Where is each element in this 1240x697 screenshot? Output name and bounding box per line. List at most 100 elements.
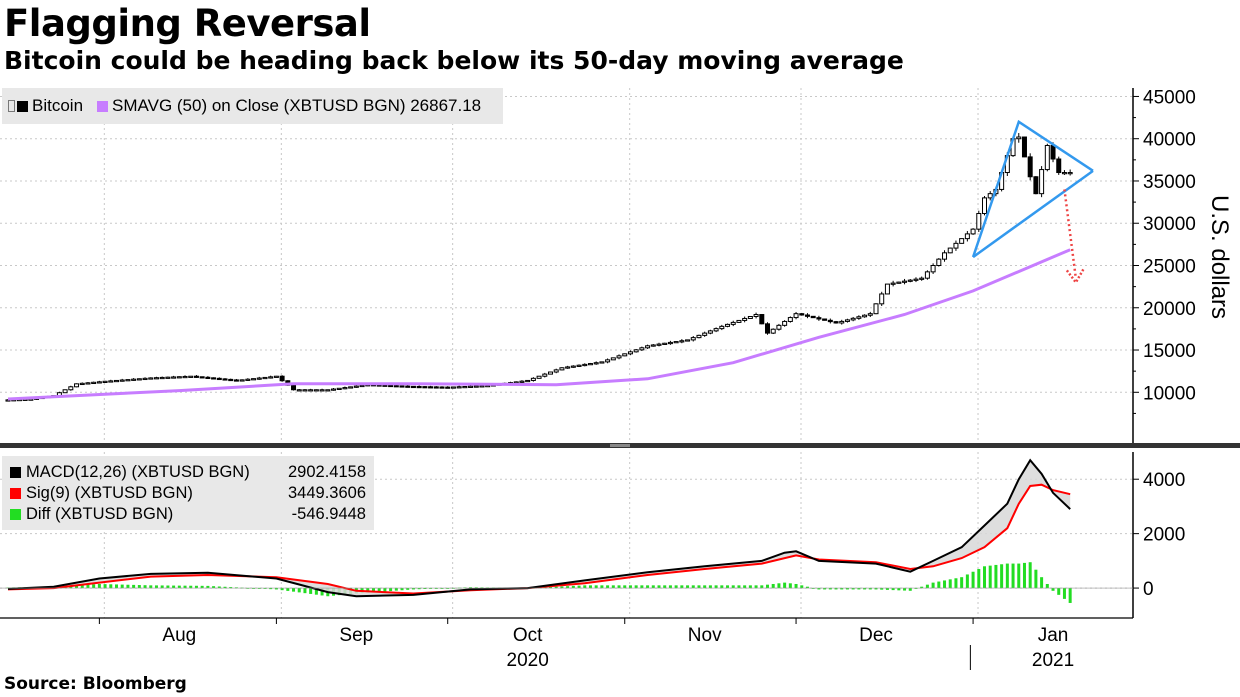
diff-bar <box>1000 564 1004 589</box>
diff-bar <box>200 585 204 589</box>
diff-bar <box>440 588 444 589</box>
candle-body <box>804 314 810 317</box>
diff-bar <box>543 587 547 589</box>
diff-bar <box>731 585 735 589</box>
diff-bar <box>217 586 221 589</box>
candle-body <box>970 228 976 235</box>
candle-body <box>1056 158 1062 174</box>
candle-body <box>1021 136 1027 158</box>
diff-bar <box>474 587 478 589</box>
diff-bar <box>1022 562 1026 589</box>
candle-body <box>136 378 142 381</box>
legend-sig-row: Sig(9) (XBTUSD BGN) 3449.3606 <box>10 483 366 504</box>
diff-bar <box>788 583 792 589</box>
candle-body <box>770 328 776 334</box>
diff-bar <box>714 585 718 589</box>
price-y-tick-label: 45000 <box>1143 87 1196 108</box>
candle-body <box>662 342 668 345</box>
diff-bar <box>937 581 941 589</box>
diff-bar <box>571 585 575 589</box>
price-y-tick-label: 25000 <box>1143 257 1196 278</box>
legend-macd-label: MACD(12,26) (XBTUSD BGN) <box>26 462 250 481</box>
diff-bar <box>1057 588 1061 595</box>
candle-body <box>759 314 765 325</box>
candle-body <box>428 386 434 389</box>
x-tick-label: Dec <box>859 625 893 646</box>
diff-bar <box>423 588 427 589</box>
diff-bar <box>874 588 878 590</box>
candle-body <box>245 378 251 381</box>
candle-body <box>553 369 559 373</box>
diff-bar <box>674 585 678 589</box>
diff-bar <box>954 578 958 589</box>
diff-bar <box>840 588 844 590</box>
candle-body <box>119 379 125 382</box>
legend-bitcoin-label: Bitcoin <box>32 96 84 115</box>
x-tick-label: Nov <box>688 625 722 646</box>
diff-bar <box>760 585 764 589</box>
legend-macd-row: MACD(12,26) (XBTUSD BGN) 2902.4158 <box>10 462 366 483</box>
diff-bar <box>805 586 809 589</box>
diff-bar <box>828 588 832 590</box>
candle-body <box>433 386 439 389</box>
candle-body <box>199 376 205 379</box>
candle-body <box>473 385 479 388</box>
diff-bar <box>1005 563 1009 589</box>
candle-body <box>953 242 959 249</box>
diff-bar <box>754 585 758 589</box>
candle-body <box>650 344 656 347</box>
diff-bar <box>617 585 621 589</box>
diff-bar <box>977 569 981 589</box>
candle-body <box>462 385 468 389</box>
candle-body <box>302 389 308 392</box>
diff-bar <box>834 588 838 590</box>
candle-body <box>645 345 651 349</box>
candle-body <box>479 385 485 388</box>
candle-body <box>325 389 331 392</box>
candle-body <box>296 389 302 392</box>
candle-body <box>148 377 154 380</box>
candle-body <box>793 313 799 319</box>
candle-body <box>919 277 925 280</box>
candle-body <box>742 317 748 321</box>
diff-bar <box>383 588 387 592</box>
diff-bar <box>160 585 164 589</box>
candle-body <box>108 380 114 383</box>
candle-body <box>353 385 359 388</box>
candle-body <box>582 363 588 367</box>
diff-bar <box>97 583 101 589</box>
price-legend: Bitcoin SMAVG (50) on Close (XBTUSD BGN)… <box>2 88 504 124</box>
diff-bar <box>686 585 690 589</box>
diff-bar <box>394 588 398 591</box>
candle-body <box>776 324 782 330</box>
candle-body <box>256 377 262 380</box>
diff-bar <box>411 588 415 590</box>
candle-body <box>388 384 394 388</box>
diff-bar <box>594 585 598 589</box>
diff-bar <box>588 585 592 589</box>
legend-sma: SMAVG (50) on Close (XBTUSD BGN) 26867.1… <box>97 96 481 116</box>
diff-bar <box>549 586 552 589</box>
candle-body <box>850 317 856 321</box>
diff-bar <box>1028 562 1032 589</box>
candle-body <box>873 303 879 315</box>
candle-body <box>308 389 314 392</box>
legend-macd-value: 2902.4158 <box>288 462 366 481</box>
candle-body <box>182 375 188 379</box>
diff-bar <box>269 588 273 590</box>
candle-body <box>331 388 336 391</box>
candle-body <box>570 365 576 368</box>
diff-bar <box>149 585 153 589</box>
diff-bar <box>766 584 769 589</box>
candle-body <box>142 377 148 381</box>
macd-y-tick-label: 4000 <box>1143 470 1185 491</box>
candle-body <box>736 319 742 323</box>
candle-body <box>393 385 399 388</box>
candle-body <box>639 347 645 351</box>
diff-bar <box>446 588 450 589</box>
candle-body <box>633 349 639 353</box>
candle-body <box>359 384 365 388</box>
candle-body <box>216 377 222 381</box>
candle-body <box>205 376 211 379</box>
